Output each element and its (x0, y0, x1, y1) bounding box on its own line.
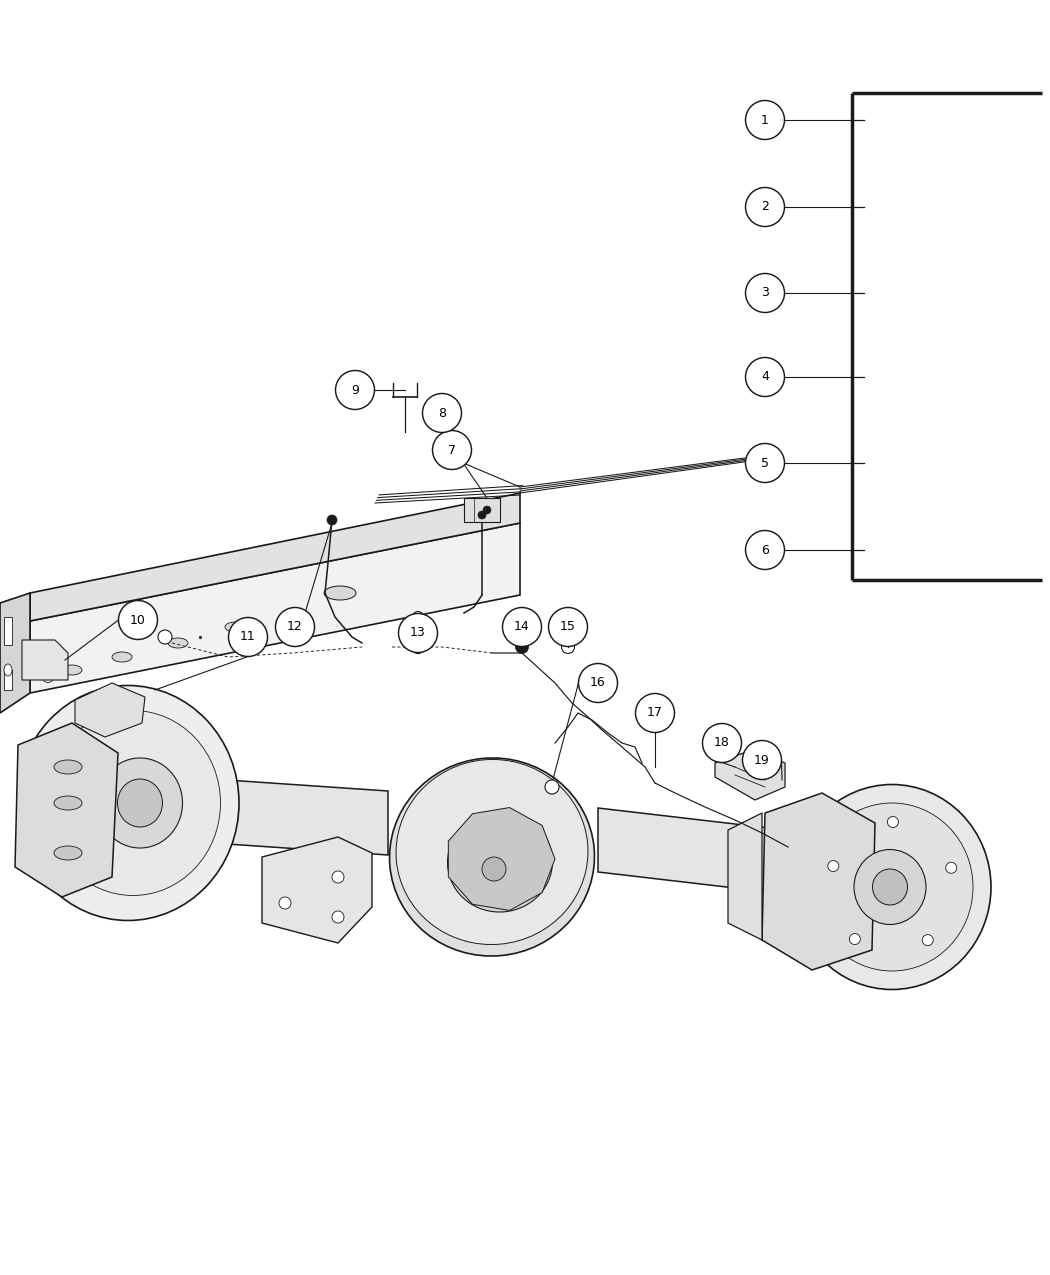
Circle shape (229, 617, 268, 657)
Ellipse shape (396, 760, 588, 945)
Ellipse shape (54, 760, 82, 774)
Circle shape (413, 612, 423, 622)
Circle shape (887, 816, 899, 827)
Circle shape (849, 933, 860, 945)
Circle shape (746, 187, 784, 227)
Circle shape (332, 871, 344, 884)
Polygon shape (30, 493, 520, 621)
Ellipse shape (112, 652, 132, 662)
Circle shape (158, 630, 172, 644)
Text: 12: 12 (287, 621, 302, 634)
Ellipse shape (118, 779, 163, 827)
Text: 3: 3 (761, 287, 769, 300)
Circle shape (548, 607, 588, 646)
Polygon shape (464, 499, 500, 521)
Circle shape (478, 511, 486, 519)
Ellipse shape (390, 757, 594, 956)
Text: 14: 14 (514, 621, 530, 634)
Text: 15: 15 (560, 621, 576, 634)
Circle shape (482, 857, 506, 881)
Ellipse shape (873, 870, 907, 905)
Circle shape (702, 723, 741, 762)
Circle shape (503, 607, 542, 646)
Text: 13: 13 (411, 626, 426, 640)
Polygon shape (94, 771, 388, 856)
Circle shape (746, 530, 784, 570)
Circle shape (412, 640, 424, 654)
Ellipse shape (4, 664, 12, 676)
Text: 2: 2 (761, 200, 769, 213)
Circle shape (332, 912, 344, 923)
Ellipse shape (854, 849, 926, 924)
Text: 4: 4 (761, 371, 769, 384)
Circle shape (579, 663, 617, 703)
Ellipse shape (168, 638, 188, 648)
Ellipse shape (54, 796, 82, 810)
Text: 19: 19 (754, 754, 770, 766)
Text: 5: 5 (761, 456, 769, 469)
Polygon shape (75, 683, 145, 737)
Text: 10: 10 (130, 613, 146, 626)
Polygon shape (728, 813, 762, 940)
Circle shape (562, 640, 574, 654)
Circle shape (746, 274, 784, 312)
Polygon shape (30, 523, 520, 694)
Circle shape (483, 506, 491, 514)
Circle shape (399, 613, 438, 653)
Ellipse shape (447, 812, 552, 912)
Polygon shape (762, 793, 875, 970)
Ellipse shape (98, 759, 183, 848)
Text: 1: 1 (761, 113, 769, 126)
Circle shape (336, 371, 375, 409)
Circle shape (746, 357, 784, 397)
Polygon shape (0, 593, 30, 713)
Ellipse shape (54, 847, 82, 861)
Circle shape (742, 741, 781, 779)
Ellipse shape (62, 666, 82, 674)
Ellipse shape (17, 686, 239, 921)
Text: 17: 17 (647, 706, 663, 719)
Circle shape (746, 101, 784, 139)
Polygon shape (15, 723, 118, 898)
Ellipse shape (45, 710, 220, 895)
Circle shape (746, 444, 784, 482)
Circle shape (946, 862, 957, 873)
Ellipse shape (324, 586, 356, 601)
Ellipse shape (225, 622, 245, 632)
Polygon shape (598, 808, 855, 901)
Circle shape (275, 607, 315, 646)
Text: 7: 7 (448, 444, 456, 456)
Polygon shape (448, 807, 555, 910)
Polygon shape (22, 640, 68, 680)
Text: 8: 8 (438, 407, 446, 419)
Circle shape (516, 640, 528, 654)
Polygon shape (262, 836, 372, 944)
Text: 9: 9 (351, 384, 359, 397)
Circle shape (279, 898, 291, 909)
Text: 16: 16 (590, 677, 606, 690)
Circle shape (635, 694, 674, 733)
Circle shape (922, 935, 933, 946)
Ellipse shape (811, 803, 973, 972)
Polygon shape (715, 750, 785, 799)
Text: 6: 6 (761, 543, 769, 556)
Bar (4, 617, 12, 645)
Circle shape (422, 394, 462, 432)
Text: 11: 11 (240, 631, 256, 644)
Circle shape (433, 431, 471, 469)
Circle shape (827, 861, 839, 872)
Bar (4, 669, 12, 690)
Ellipse shape (793, 784, 991, 989)
Circle shape (42, 672, 54, 682)
Text: 18: 18 (714, 737, 730, 750)
Circle shape (119, 601, 158, 640)
Circle shape (327, 515, 337, 525)
Circle shape (545, 780, 559, 794)
